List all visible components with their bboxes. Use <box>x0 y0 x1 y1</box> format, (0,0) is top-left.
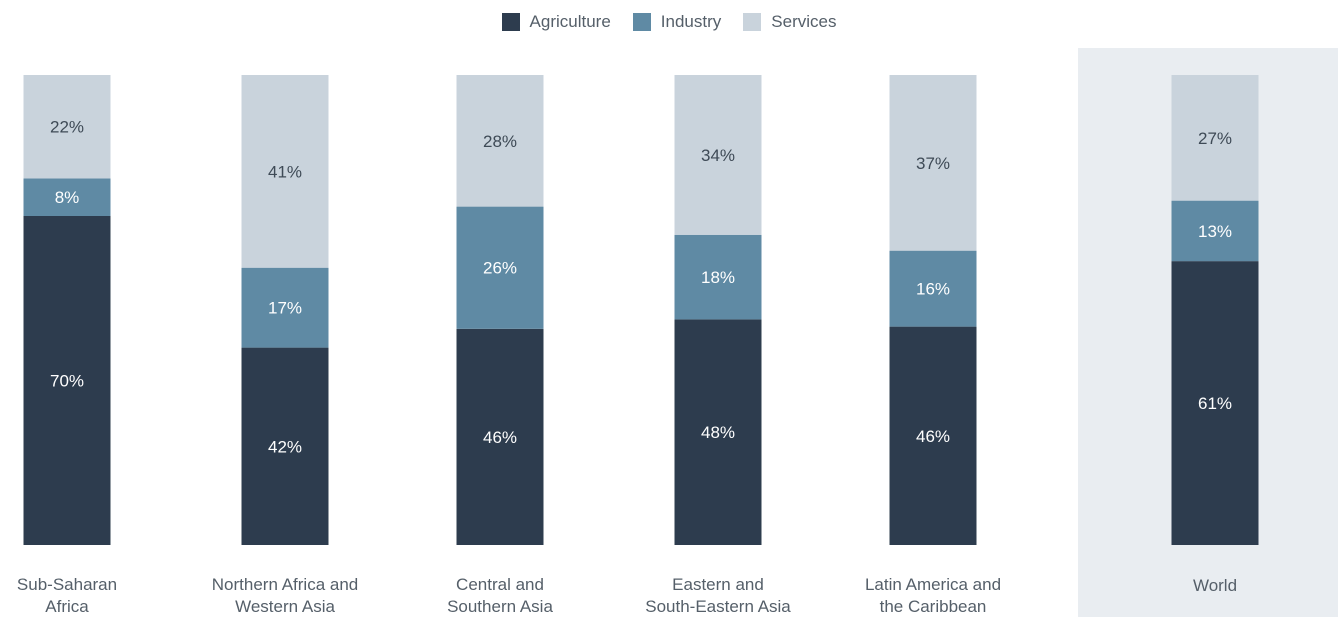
bar-segment-agriculture <box>674 319 762 545</box>
legend-swatch <box>632 13 651 31</box>
legend-label: Agriculture <box>529 12 611 31</box>
legend-item-industry: Industry <box>632 12 722 32</box>
category-label: Sub-Saharan Africa <box>16 575 118 616</box>
data-label: 46% <box>916 427 950 446</box>
data-label: 13% <box>1198 222 1232 241</box>
data-label: 61% <box>1198 394 1232 413</box>
bar-segment-services <box>889 75 977 251</box>
bar-segment-services <box>1171 75 1259 201</box>
bar-segment-industry <box>889 250 977 327</box>
bar-segment-services <box>456 75 544 207</box>
data-label: 18% <box>701 268 735 287</box>
data-label: 22% <box>50 118 84 137</box>
data-label: 26% <box>483 259 517 278</box>
data-label: 41% <box>268 162 302 181</box>
data-label: 16% <box>916 280 950 299</box>
bar-segment-industry <box>241 267 329 348</box>
bar-segment-services <box>23 75 111 179</box>
bar-segment-agriculture <box>241 347 329 545</box>
bar-segment-industry <box>23 178 111 216</box>
bar-segment-agriculture <box>1171 261 1259 545</box>
legend-label: Services <box>771 12 837 31</box>
data-label: 27% <box>1198 129 1232 148</box>
data-label: 48% <box>701 423 735 442</box>
legend-item-agriculture: Agriculture <box>501 12 611 32</box>
bar-segment-agriculture <box>23 216 111 545</box>
chart-legend: Agriculture Industry Services <box>0 12 1338 32</box>
category-label: World <box>1192 576 1238 595</box>
legend-item-services: Services <box>743 12 836 32</box>
data-label: 28% <box>483 132 517 151</box>
bar-segment-services <box>241 75 329 268</box>
data-label: 8% <box>55 188 80 207</box>
data-label: 34% <box>701 146 735 165</box>
legend-swatch <box>743 13 762 31</box>
data-label: 37% <box>916 154 950 173</box>
bar-segment-services <box>674 75 762 235</box>
legend-swatch <box>501 13 520 31</box>
data-label: 42% <box>268 437 302 456</box>
category-label: Northern Africa and Western Asia <box>211 575 359 616</box>
category-label: Eastern and South-Eastern Asia <box>645 575 791 616</box>
bar-segment-industry <box>456 206 544 329</box>
bar-segment-industry <box>1171 200 1259 262</box>
bar-segment-agriculture <box>456 328 544 545</box>
category-label: Central and Southern Asia <box>447 575 553 616</box>
data-label: 17% <box>268 299 302 318</box>
category-label: Latin America and the Caribbean <box>864 575 1002 616</box>
bar-segment-agriculture <box>889 326 977 545</box>
legend-label: Industry <box>660 12 722 31</box>
bar-segment-industry <box>674 234 762 320</box>
data-label: 46% <box>483 428 517 447</box>
data-label: 70% <box>50 372 84 391</box>
